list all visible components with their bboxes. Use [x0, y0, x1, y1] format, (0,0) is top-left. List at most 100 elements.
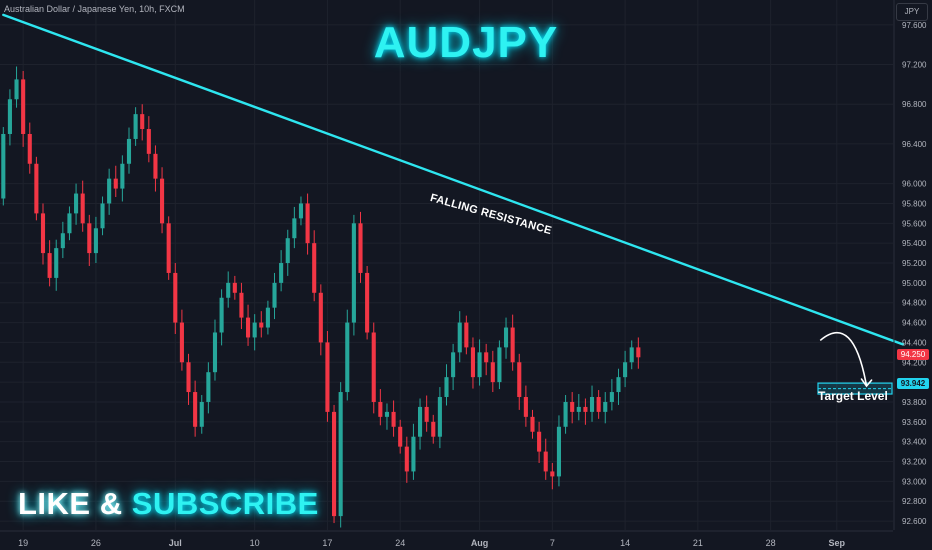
candle [318, 292, 323, 343]
candle [272, 282, 277, 308]
target-level-label: Target Level [818, 389, 888, 403]
x-tick-label: 17 [322, 538, 332, 548]
x-tick-label: 7 [550, 538, 555, 548]
x-tick-label: 21 [693, 538, 703, 548]
candle [583, 406, 588, 412]
candle [444, 377, 449, 398]
candle [331, 411, 337, 517]
candle [60, 233, 65, 249]
candle [609, 392, 614, 402]
x-tick-label: 14 [620, 538, 630, 548]
candle [503, 327, 509, 348]
y-tick-label: 95.800 [902, 199, 927, 208]
candle [87, 223, 92, 254]
candle [365, 272, 370, 333]
candle [325, 342, 330, 412]
candle [232, 282, 237, 293]
y-tick-label: 93.800 [902, 398, 927, 407]
candle [47, 253, 52, 278]
cta-like: LIKE [18, 486, 91, 521]
y-tick-label: 95.600 [902, 219, 927, 228]
candle [543, 451, 548, 472]
candle [27, 133, 32, 164]
candle [490, 362, 495, 383]
candle [437, 397, 442, 437]
y-tick-label: 93.600 [902, 418, 927, 427]
candle [34, 163, 39, 214]
candle [358, 223, 363, 273]
y-tick-label: 94.800 [902, 299, 927, 308]
y-tick-label: 95.000 [902, 279, 927, 288]
y-tick-label: 93.400 [902, 438, 927, 447]
candle [279, 263, 284, 283]
candle [384, 411, 390, 417]
chart-title: AUDJPY [373, 18, 559, 67]
candle [338, 392, 343, 517]
candle [570, 401, 575, 412]
x-tick-label: 26 [91, 538, 101, 548]
candle [636, 347, 641, 358]
candle [484, 352, 489, 363]
candle [424, 406, 429, 422]
candle [14, 79, 19, 100]
candle [120, 163, 125, 189]
candle [265, 307, 270, 328]
candle [312, 243, 317, 293]
grid-lines [0, 0, 893, 530]
candle [74, 193, 79, 214]
candle [219, 297, 224, 333]
current-price-tag: 94.250 [897, 349, 929, 360]
y-tick-label: 93.200 [902, 458, 927, 467]
candle [530, 416, 535, 432]
candle [596, 397, 601, 412]
candle [107, 178, 112, 204]
x-tick-label: 19 [18, 538, 28, 548]
x-tick-label: Sep [829, 538, 846, 548]
y-tick-label: 94.600 [902, 319, 927, 328]
candle [153, 153, 158, 179]
candle [206, 372, 211, 402]
projection-arrowhead [860, 378, 873, 388]
candle [351, 223, 356, 323]
y-tick-label: 92.600 [902, 517, 927, 526]
candle [378, 401, 383, 417]
candle [212, 332, 218, 373]
candle [239, 292, 244, 318]
candle [54, 248, 59, 278]
symbol-info: Australian Dollar / Japanese Yen, 10h, F… [4, 4, 185, 14]
candle [391, 411, 396, 427]
candle [199, 401, 204, 427]
candle [371, 332, 376, 402]
candle [404, 446, 409, 472]
target-price-tag: 93.942 [897, 378, 929, 389]
candle [100, 203, 105, 229]
x-tick-label: Aug [471, 538, 489, 548]
candle [292, 218, 297, 239]
candle [431, 421, 436, 437]
candle [298, 203, 304, 219]
falling-resistance-line [2, 13, 905, 346]
candle [173, 272, 178, 323]
y-tick-label: 94.400 [902, 338, 927, 347]
candle [93, 228, 98, 254]
candle [21, 79, 26, 134]
candle [345, 322, 350, 393]
candle [246, 317, 251, 338]
candle [140, 114, 145, 130]
candle [563, 401, 568, 427]
candle [616, 377, 621, 393]
candle [80, 193, 85, 224]
candle [603, 401, 608, 412]
candle [146, 129, 151, 154]
candle [40, 213, 46, 254]
currency-button[interactable]: JPY [896, 3, 928, 21]
candle [252, 322, 257, 338]
candle [470, 347, 476, 378]
y-tick-label: 94.200 [902, 358, 927, 367]
x-tick-label: 10 [250, 538, 260, 548]
y-tick-label: 96.800 [902, 100, 927, 109]
candle [179, 322, 184, 363]
x-tick-label: 24 [395, 538, 405, 548]
x-tick-label: Jul [169, 538, 182, 548]
